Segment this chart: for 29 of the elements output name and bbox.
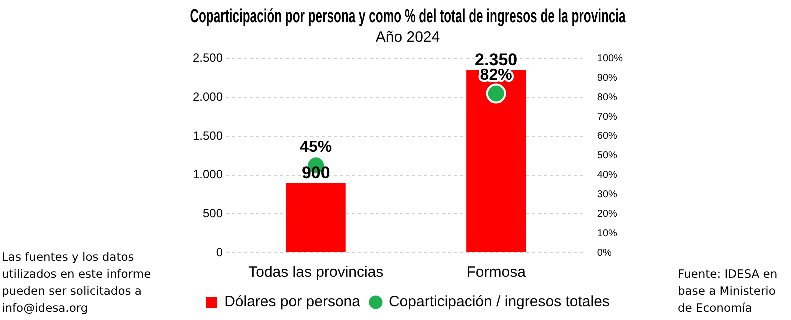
- y2-tick-label: 50%: [597, 150, 618, 162]
- y-tick-label: 1.000: [193, 168, 224, 182]
- y2-tick-label: 20%: [597, 208, 618, 220]
- x-tick-label: Formosa: [466, 264, 527, 282]
- y-tick-label: 0: [216, 245, 224, 260]
- y2-tick-label: 100%: [597, 54, 624, 65]
- chart-title: Coparticipación por persona y como % del total de ingresos de la provincia: [190, 7, 626, 28]
- y2-tick-label: 30%: [597, 189, 618, 200]
- x-tick-label: Todas las provincias: [248, 264, 384, 282]
- source-note: Fuente: IDESA en base a Ministerio de Economía: [678, 266, 779, 317]
- y2-tick-label: 90%: [597, 72, 618, 84]
- data-label: 900: [302, 163, 330, 182]
- y2-tick-label: 0%: [597, 248, 612, 259]
- y2-tick-label: 70%: [597, 112, 618, 123]
- y2-tick-label: 80%: [597, 92, 618, 104]
- text: Las fuentes y los datos utilizados en este informe pueden ser solicitados a info@idesa.org: [2, 249, 152, 317]
- y2-tick-label: 60%: [597, 131, 618, 142]
- y2-tick-label: 40%: [597, 170, 618, 182]
- data-label: 2.350: [475, 50, 518, 70]
- data-label: 45%: [300, 139, 332, 156]
- y2-tick-label: 10%: [597, 228, 618, 240]
- y-tick-label: 1.500: [193, 128, 224, 143]
- y-tick-label: 500: [203, 206, 224, 220]
- y-tick-label: 2.000: [193, 90, 224, 104]
- y-tick-label: 2.500: [193, 51, 224, 66]
- chart-subtitle: Año 2024: [376, 28, 440, 46]
- legend-label: Coparticipación / ingresos totales: [388, 294, 610, 311]
- data-label: 82%: [480, 67, 512, 84]
- legend-label: Dólares por persona: [224, 294, 362, 311]
